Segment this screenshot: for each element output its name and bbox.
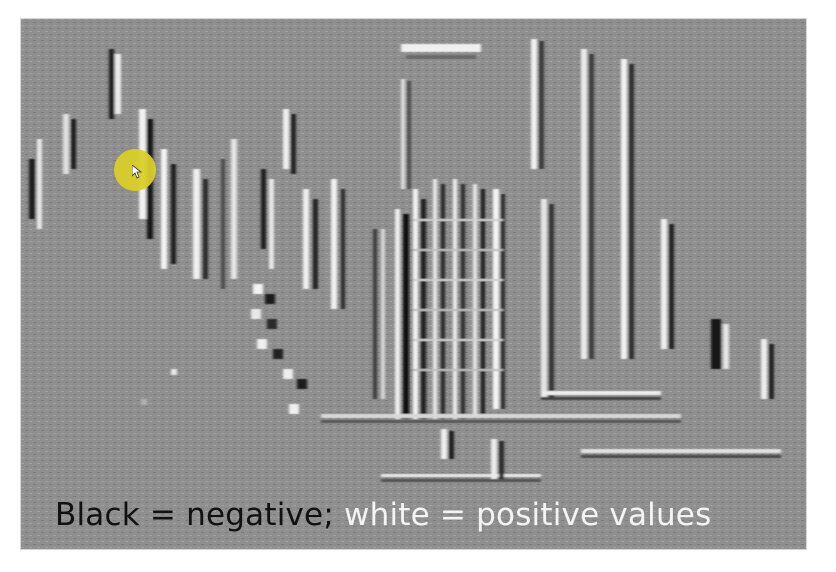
mouse-pointer-icon <box>132 165 142 179</box>
feature-map-graphic <box>21 19 806 549</box>
feature-map-image: Black = negative; white = positive value… <box>20 18 807 550</box>
image-caption: Black = negative; white = positive value… <box>55 497 711 533</box>
caption-positive: white = positive values <box>333 497 712 533</box>
caption-negative: Black = negative; <box>55 497 334 533</box>
